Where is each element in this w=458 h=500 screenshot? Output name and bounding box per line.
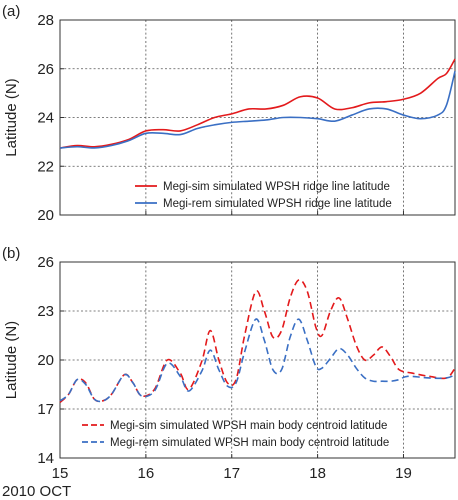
- y-tick-label: 23: [37, 303, 54, 320]
- legend-label: Megi-sim simulated WPSH ridge line latit…: [163, 181, 390, 193]
- legend-label: Megi-rem simulated WPSH ridge line latit…: [163, 198, 392, 210]
- x-tick-label: 17: [223, 465, 240, 482]
- y-tick-label: 24: [37, 110, 54, 127]
- series-line-megi-rem: [59, 70, 456, 149]
- series-line-megi-sim: [59, 279, 456, 404]
- y-tick-label: 28: [37, 12, 54, 29]
- y-tick-label: 20: [37, 352, 54, 369]
- y-tick-label: 26: [37, 61, 54, 78]
- y-axis-label: Latitude (N): [3, 78, 20, 156]
- panel-label: (b): [2, 245, 20, 262]
- panel-b: (b) 14 17 20 23 26 15 16 17 18 19 Latitude (N) Megi-…: [2, 245, 456, 482]
- y-tick-label: 17: [37, 401, 54, 418]
- series-line-megi-sim: [59, 58, 456, 149]
- x-axis-date-label: 2010 OCT: [2, 483, 71, 500]
- y-tick-label: 20: [37, 207, 54, 224]
- y-tick-label: 26: [37, 254, 54, 271]
- legend-label: Megi-rem simulated WPSH main body centro…: [110, 437, 389, 449]
- x-tick-label: 19: [395, 465, 412, 482]
- panel-a: (a) 20 22 24 26 28 Latitude (N) Megi-sim simula…: [2, 3, 456, 224]
- x-tick-label: 18: [309, 465, 326, 482]
- y-tick-label: 22: [37, 158, 54, 175]
- x-tick-label: 16: [138, 465, 155, 482]
- legend-label: Megi-sim simulated WPSH main body centro…: [110, 420, 387, 432]
- series-line-megi-rem: [59, 318, 456, 403]
- panel-label: (a): [2, 3, 20, 20]
- y-axis-label: Latitude (N): [3, 321, 20, 399]
- y-tick-label: 14: [37, 450, 54, 467]
- x-tick-label: 15: [52, 465, 69, 482]
